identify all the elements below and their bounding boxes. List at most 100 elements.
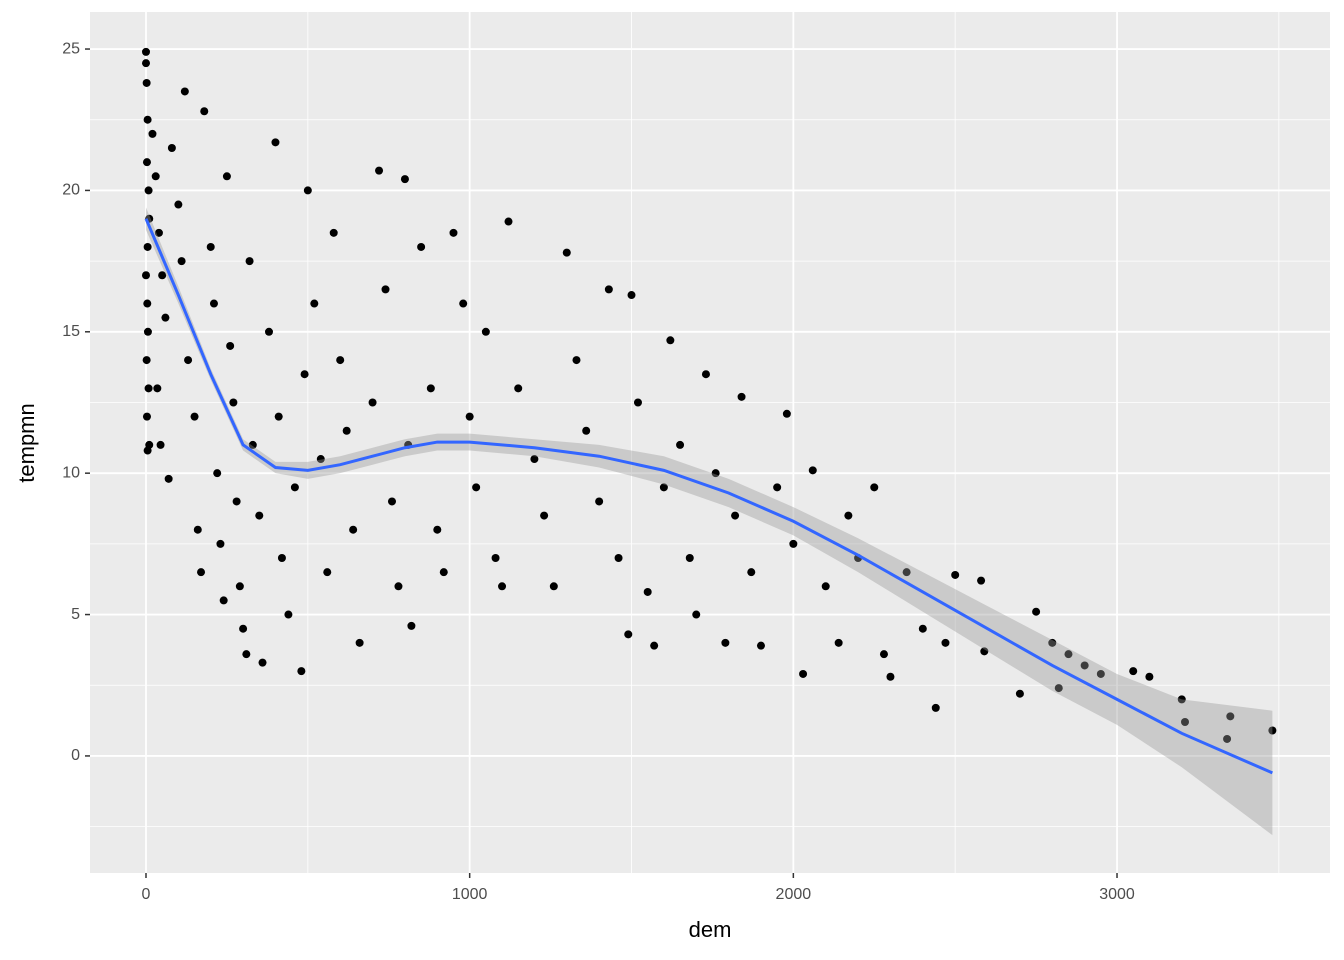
point [1064, 650, 1073, 659]
point [144, 186, 153, 195]
y-tick-label: 25 [62, 40, 80, 57]
y-tick-label: 5 [71, 606, 80, 623]
point [142, 356, 151, 365]
point [449, 228, 458, 237]
y-tick-label: 15 [62, 323, 80, 340]
point [184, 356, 193, 365]
point [472, 483, 481, 492]
point [643, 587, 652, 596]
point [387, 497, 396, 506]
point [264, 327, 273, 336]
point [142, 78, 151, 87]
point [1054, 684, 1063, 693]
point [141, 271, 150, 280]
point [1048, 638, 1057, 647]
point [666, 336, 675, 345]
point [180, 87, 189, 96]
point [297, 667, 306, 676]
point [242, 650, 251, 659]
point [1268, 726, 1277, 735]
point [219, 596, 228, 605]
point [721, 638, 730, 647]
point [481, 327, 490, 336]
point [844, 511, 853, 520]
point [676, 440, 685, 449]
point [514, 384, 523, 393]
point [977, 576, 986, 585]
point [808, 466, 817, 475]
point [216, 539, 225, 548]
point [226, 341, 235, 350]
x-tick-label: 3000 [1099, 886, 1135, 903]
point [200, 107, 209, 116]
point [692, 610, 701, 619]
point [737, 392, 746, 401]
point [426, 384, 435, 393]
point [633, 398, 642, 407]
point [368, 398, 377, 407]
point [329, 228, 338, 237]
point [143, 242, 152, 251]
point [271, 138, 280, 147]
point [417, 242, 426, 251]
point [941, 638, 950, 647]
point [595, 497, 604, 506]
point [931, 703, 940, 712]
point [245, 257, 254, 266]
point [143, 115, 152, 124]
point [465, 412, 474, 421]
point [756, 641, 765, 650]
y-tick-label: 20 [62, 182, 80, 199]
point [158, 271, 167, 280]
point [504, 217, 513, 226]
point [1032, 607, 1041, 616]
y-axis-title: tempmn [14, 403, 39, 482]
point [142, 412, 151, 421]
point [902, 568, 911, 577]
point [701, 370, 710, 379]
point [229, 398, 238, 407]
point [303, 186, 312, 195]
point [747, 568, 756, 577]
point [400, 175, 409, 184]
point [255, 511, 264, 520]
point [310, 299, 319, 308]
point [821, 582, 830, 591]
point [918, 624, 927, 633]
point [433, 525, 442, 534]
point [572, 356, 581, 365]
point [650, 641, 659, 650]
point [1180, 718, 1189, 727]
point [316, 455, 325, 464]
x-tick-label: 2000 [776, 886, 812, 903]
point [193, 525, 202, 534]
point [142, 158, 151, 167]
point [782, 409, 791, 418]
point [540, 511, 549, 520]
point [277, 554, 286, 563]
point [151, 172, 160, 181]
point [711, 469, 720, 478]
point [886, 672, 895, 681]
point [685, 554, 694, 563]
y-tick-label: 0 [71, 747, 80, 764]
point [222, 172, 231, 181]
point [834, 638, 843, 647]
point [274, 412, 283, 421]
point [156, 440, 165, 449]
point [161, 313, 170, 322]
point [439, 568, 448, 577]
point [154, 228, 163, 237]
smooth-line [144, 218, 1273, 775]
point [459, 299, 468, 308]
x-tick-label: 0 [142, 886, 151, 903]
point [375, 166, 384, 175]
point [624, 630, 633, 639]
point [1145, 672, 1154, 681]
point [323, 568, 332, 577]
point [144, 384, 153, 393]
point [143, 327, 152, 336]
point [177, 257, 186, 266]
point [232, 497, 241, 506]
point [799, 669, 808, 678]
